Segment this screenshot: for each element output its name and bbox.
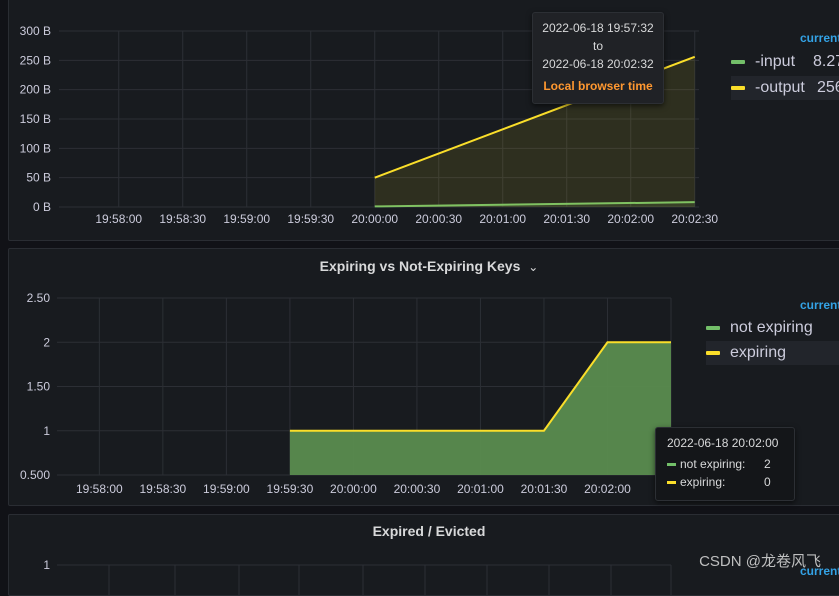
y-tick-label: 100 B xyxy=(20,141,51,155)
legend-value: 8.27 xyxy=(813,53,839,70)
hover-tooltip: 2022-06-18 20:02:00 not expiring: 2 expi… xyxy=(655,427,795,501)
y-tick-label: 1 xyxy=(43,424,50,438)
x-tick-label: 19:58:30 xyxy=(159,212,206,226)
legend-header-current: current xyxy=(800,298,839,312)
x-tick-label: 20:02:00 xyxy=(607,212,654,226)
panel-title[interactable]: Expired / Evicted xyxy=(372,523,486,539)
x-tick-label: 20:01:30 xyxy=(521,482,568,496)
y-tick-label: 200 B xyxy=(20,83,51,97)
y-tick-label: 50 B xyxy=(26,171,51,185)
tooltip-from: 2022-06-18 19:57:32 xyxy=(542,21,654,35)
x-tick-label: 20:00:30 xyxy=(415,212,462,226)
legend-swatch xyxy=(731,86,745,90)
legend-label: not expiring xyxy=(730,319,813,336)
y-tick-label: 300 B xyxy=(20,24,51,38)
legend-header-current: current xyxy=(800,564,839,578)
legend-swatch xyxy=(706,351,720,355)
x-tick-label: 19:58:30 xyxy=(140,482,187,496)
tooltip-to: 2022-06-18 20:02:32 xyxy=(542,57,654,71)
x-tick-label: 19:59:00 xyxy=(223,212,270,226)
y-tick-label: 0 B xyxy=(33,200,51,214)
series-line xyxy=(289,341,671,432)
legend-swatch xyxy=(667,480,676,484)
watermark: CSDN @龙卷风飞 xyxy=(699,553,821,570)
legend-swatch xyxy=(731,60,745,64)
hover-row-value: 2 xyxy=(764,457,771,471)
legend-label: -input xyxy=(755,53,796,70)
x-tick-label: 19:59:00 xyxy=(203,482,250,496)
hover-row-expiring: expiring: xyxy=(667,475,725,489)
y-tick-label: 2 xyxy=(43,335,50,349)
x-tick-label: 20:01:00 xyxy=(457,482,504,496)
time-range-tooltip: 2022-06-18 19:57:32 to 2022-06-18 20:02:… xyxy=(532,12,664,104)
x-tick-label: 19:58:00 xyxy=(76,482,123,496)
hover-row-not-expiring: not expiring: xyxy=(667,457,745,471)
x-tick-label: 20:00:00 xyxy=(330,482,377,496)
y-tick-label: 1 xyxy=(43,558,50,572)
expiring-keys-chart: 2.50 2 1.50 1 0.500 19:58:00 19:58:30 19:59:00 1… xyxy=(20,291,679,496)
bytes-panel: 300 B 250 B 200 B 150 B 100 B 50 B 0 B 19:58:00… xyxy=(8,0,839,241)
legend-item-output[interactable]: -output 256 xyxy=(731,76,839,100)
y-tick-label: 150 B xyxy=(20,112,51,126)
x-tick-label: 19:59:30 xyxy=(267,482,314,496)
legend-item-input[interactable]: -input 8.27 xyxy=(731,50,839,74)
x-tick-label: 19:59:30 xyxy=(287,212,334,226)
chevron-down-icon: ⌄ xyxy=(528,260,539,274)
x-tick-label: 20:00:00 xyxy=(351,212,398,226)
hover-row-label: not expiring: xyxy=(680,457,746,471)
y-tick-label: 1.50 xyxy=(27,380,51,394)
legend-swatch xyxy=(667,462,676,466)
y-tick-label: 0.500 xyxy=(20,468,50,482)
y-tick-label: 2.50 xyxy=(27,291,51,305)
series-area-not-expiring xyxy=(289,342,671,475)
y-tick-label: 250 B xyxy=(20,53,51,67)
legend-item-not-expiring[interactable]: not expiring xyxy=(706,316,839,340)
bytes-chart: 300 B 250 B 200 B 150 B 100 B 50 B 0 B 19:58:00… xyxy=(20,24,719,226)
hover-row-label: expiring: xyxy=(680,475,726,489)
panel-title-text: Expiring vs Not-Expiring Keys xyxy=(319,258,521,274)
panel-title[interactable]: Expiring vs Not-Expiring Keys ⌄ xyxy=(9,258,839,274)
x-tick-label: 20:01:30 xyxy=(543,212,590,226)
legend-label: expiring xyxy=(730,344,787,361)
tooltip-note: Local browser time xyxy=(543,79,653,93)
x-tick-label: 19:58:00 xyxy=(95,212,142,226)
x-tick-label: 20:01:00 xyxy=(479,212,526,226)
x-tick-label: 20:02:30 xyxy=(671,212,718,226)
legend-label: -output xyxy=(755,79,805,96)
legend-item-expiring[interactable]: expiring xyxy=(706,341,839,365)
legend-swatch xyxy=(706,326,720,330)
hover-tooltip-time: 2022-06-18 20:02:00 xyxy=(667,436,779,450)
legend-value: 256 xyxy=(817,79,839,96)
legend-header-current: current xyxy=(800,31,839,45)
hover-row-value: 0 xyxy=(764,475,771,489)
x-tick-label: 20:02:00 xyxy=(584,482,631,496)
x-tick-label: 20:00:30 xyxy=(394,482,441,496)
series-line xyxy=(374,201,695,208)
tooltip-to-word: to xyxy=(592,39,603,53)
